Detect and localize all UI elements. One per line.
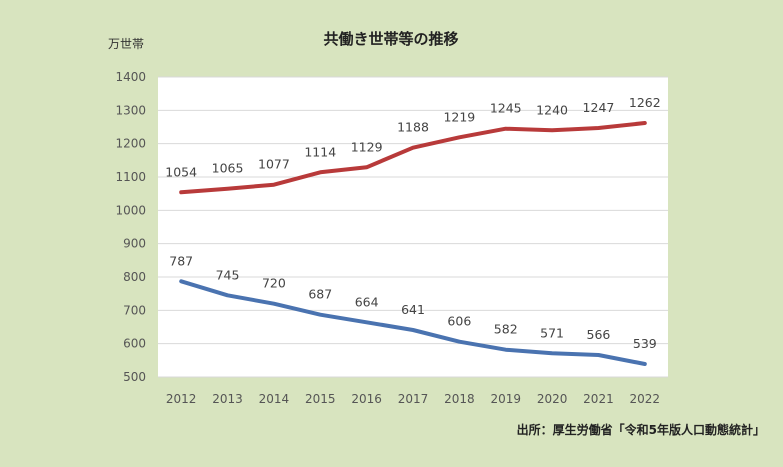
data-label: 571	[540, 325, 564, 340]
y-tick-label: 1200	[115, 137, 146, 151]
data-label: 641	[401, 302, 425, 317]
x-axis-ticks: 2012 2013 2014 2015 2016 2017 2018 2019 2020 2021…	[166, 392, 660, 406]
data-label: 1129	[351, 139, 383, 154]
x-tick-label: 2021	[583, 392, 614, 406]
x-tick-label: 2022	[630, 392, 661, 406]
data-label: 687	[308, 287, 332, 302]
data-labels: 1054 1065 1077 1114 1129 1188 1219 1245 1240 1247…	[165, 95, 660, 351]
data-label: 1247	[583, 100, 615, 115]
y-tick-label: 800	[123, 270, 146, 284]
y-tick-label: 1000	[115, 203, 146, 217]
series-line-1	[179, 279, 647, 366]
y-axis-unit-label: 万世帯	[108, 37, 144, 51]
source-note: 出所：厚生労働省「令和5年版人口動態統計」	[517, 422, 765, 437]
x-tick-label: 2013	[212, 392, 243, 406]
data-label: 1245	[490, 101, 522, 116]
data-label: 1219	[443, 109, 475, 124]
data-label: 566	[587, 327, 611, 342]
data-label: 787	[169, 253, 193, 268]
data-label: 1262	[629, 95, 661, 110]
y-tick-label: 700	[123, 303, 146, 317]
x-tick-label: 2014	[259, 392, 290, 406]
series-lines	[179, 121, 647, 366]
data-label: 582	[494, 322, 518, 337]
data-label: 664	[355, 294, 379, 309]
series-line-0	[179, 121, 647, 195]
data-label: 745	[216, 267, 240, 282]
y-tick-label: 600	[123, 337, 146, 351]
data-label: 1188	[397, 120, 429, 135]
data-label: 1065	[212, 161, 244, 176]
data-label: 539	[633, 336, 657, 351]
data-label: 1077	[258, 157, 290, 172]
x-tick-label: 2017	[398, 392, 429, 406]
x-tick-label: 2012	[166, 392, 197, 406]
x-tick-label: 2020	[537, 392, 568, 406]
y-tick-label: 900	[123, 237, 146, 251]
gridlines	[158, 76, 668, 378]
y-tick-label: 500	[123, 370, 146, 384]
x-tick-label: 2016	[351, 392, 382, 406]
data-label: 1240	[536, 102, 568, 117]
data-label: 720	[262, 276, 286, 291]
data-label: 1114	[304, 144, 336, 159]
y-tick-label: 1300	[115, 103, 146, 117]
x-tick-label: 2015	[305, 392, 336, 406]
x-tick-label: 2019	[490, 392, 521, 406]
y-tick-label: 1100	[115, 170, 146, 184]
data-label: 1054	[165, 164, 197, 179]
y-tick-label: 1400	[115, 70, 146, 84]
data-label: 606	[447, 314, 471, 329]
x-tick-label: 2018	[444, 392, 475, 406]
y-axis-ticks: 500 600 700 800 900 1000 1100 1200 1300 1400	[115, 70, 146, 384]
chart-title: 共働き世帯等の推移	[323, 30, 458, 48]
